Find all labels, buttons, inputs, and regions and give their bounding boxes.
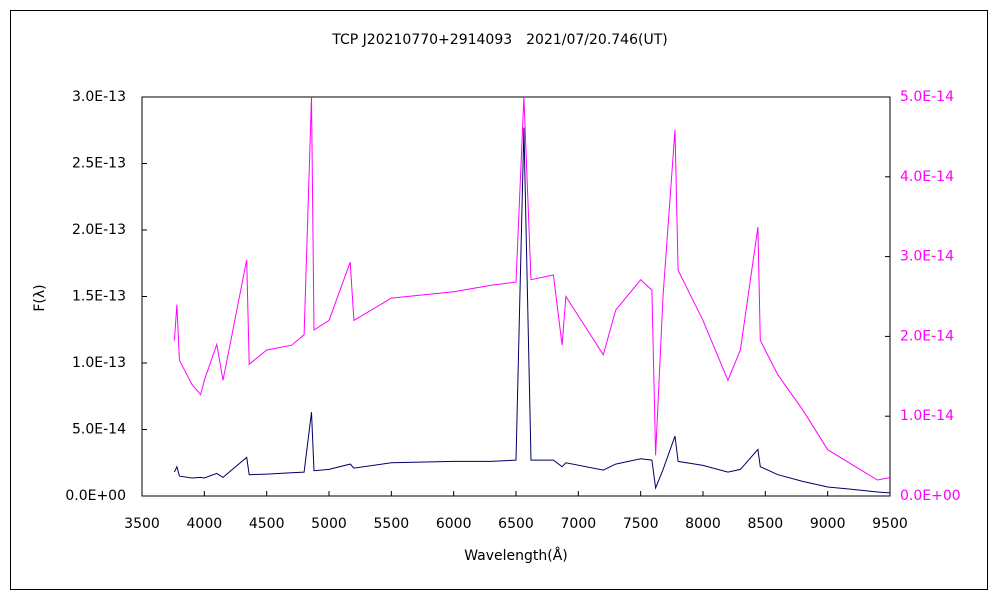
y-tick-label: 2.0E-13 [72, 222, 126, 238]
frame [10, 10, 988, 590]
y2-tick-label: 4.0E-14 [900, 169, 954, 185]
y-tick-label: 0.0E+00 [65, 488, 126, 504]
spectrum-line [173, 127, 890, 494]
y-tick-label: 1.0E-13 [72, 355, 126, 371]
chart-title: TCP J20210770+2914093 2021/07/20.746(UT) [331, 32, 667, 48]
x-tick-label: 4500 [249, 516, 285, 532]
x-tick-label: 6000 [436, 516, 472, 532]
x-tick-label: 6500 [498, 516, 534, 532]
x-tick-label: 3500 [124, 516, 160, 532]
y-tick-label: 5.0E-14 [72, 422, 126, 438]
x-tick-label: 4000 [187, 516, 223, 532]
y2-tick-label: 5.0E-14 [900, 89, 954, 105]
y-tick-label: 3.0E-13 [72, 89, 126, 105]
y2-tick-label: 0.0E+00 [900, 488, 961, 504]
y2-tick-label: 3.0E-14 [900, 249, 954, 265]
x-tick-label: 7000 [561, 516, 597, 532]
x-tick-label: 9000 [810, 516, 846, 532]
plot-area [141, 96, 891, 497]
x-tick-label: 8500 [748, 516, 784, 532]
x-axis-label: Wavelength(Å) [464, 547, 568, 564]
x-tick-label: 7500 [623, 516, 659, 532]
x-tick-label: 8000 [685, 516, 721, 532]
y2-tick-label: 1.0E-14 [900, 408, 954, 424]
y-axis-label: F(λ) [32, 284, 48, 311]
x-tick-label: 5500 [374, 516, 410, 532]
y2-tick-label: 2.0E-14 [900, 328, 954, 344]
x-tick-label: 5000 [311, 516, 347, 532]
spectrum-line [173, 97, 890, 481]
x-tick-label: 9500 [872, 516, 908, 532]
y-tick-label: 2.5E-13 [72, 156, 126, 172]
y-tick-label: 1.5E-13 [72, 289, 126, 305]
